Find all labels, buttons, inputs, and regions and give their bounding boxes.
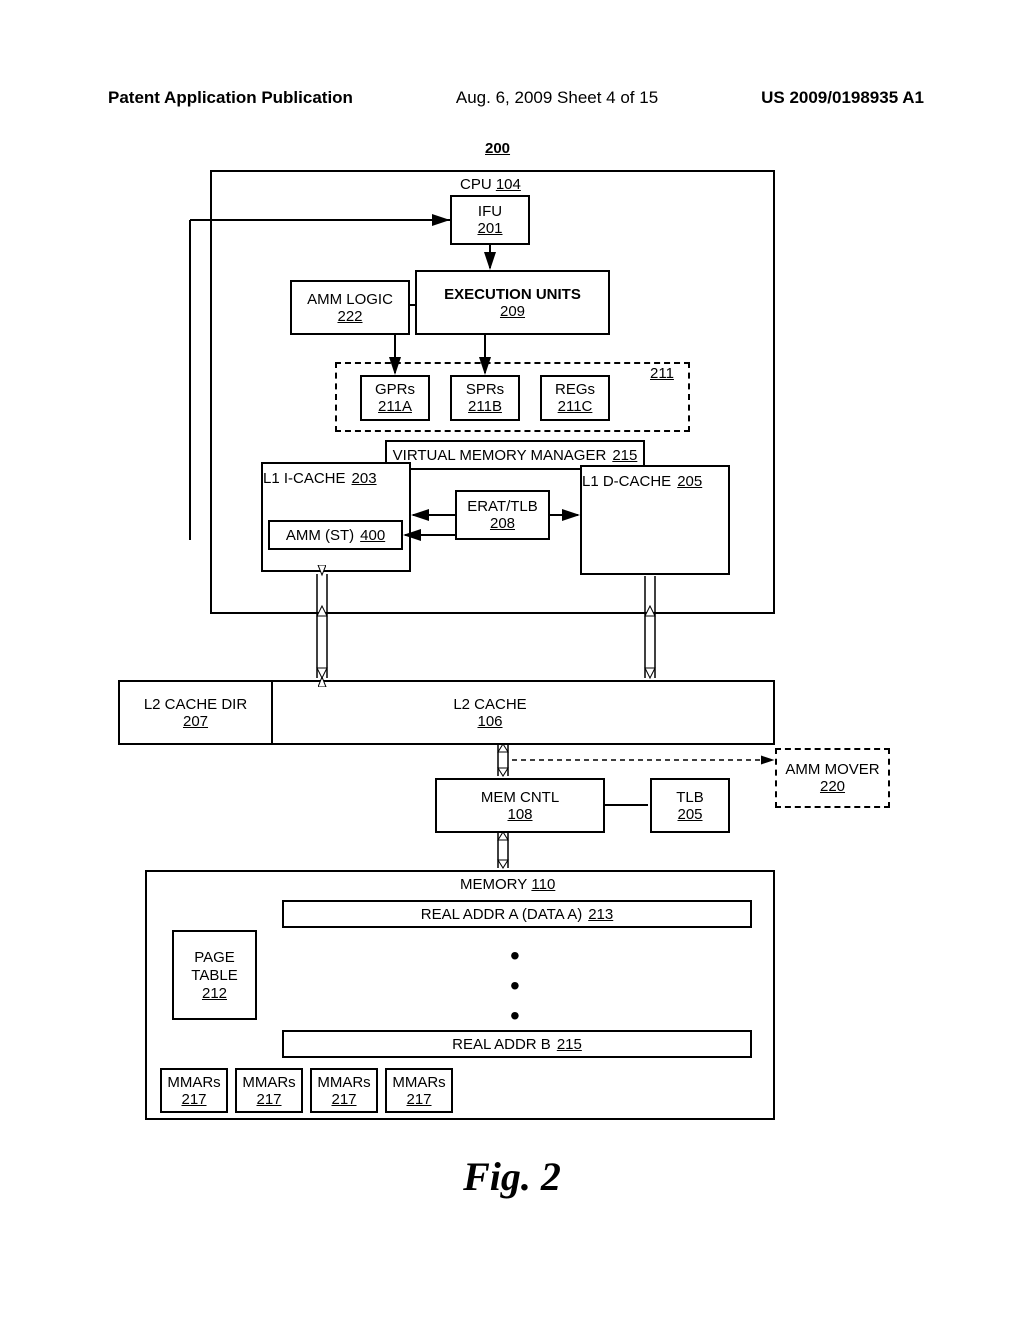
real-a-box: REAL ADDR A (DATA A) 213 (282, 900, 752, 928)
l2dir-box: L2 CACHE DIR 207 (118, 680, 273, 745)
l1i-box: L1 I-CACHE 203 (261, 462, 411, 572)
l1d-box: L1 D-CACHE 205 (580, 465, 730, 575)
mmar3-box: MMARs217 (310, 1068, 378, 1113)
gprs-box: GPRs 211A (360, 375, 430, 421)
mmar1-box: MMARs217 (160, 1068, 228, 1113)
regs-group-ref: 211 (650, 365, 674, 382)
sprs-box: SPRs 211B (450, 375, 520, 421)
real-b-box: REAL ADDR B 215 (282, 1030, 752, 1058)
fig-ref: 200 (485, 140, 510, 157)
tlb-box: TLB 205 (650, 778, 730, 833)
regs-box: REGs 211C (540, 375, 610, 421)
dots1: • (510, 940, 520, 972)
header-center: Aug. 6, 2009 Sheet 4 of 15 (456, 88, 658, 108)
header-left: Patent Application Publication (108, 88, 353, 108)
l2-box: L2 CACHE 106 (205, 680, 775, 745)
diagram: 200 CPU 104 IFU 201 AMM LOGIC 222 EXECUT… (80, 140, 900, 1160)
amm-mover-box: AMM MOVER 220 (775, 748, 890, 808)
mmar4-box: MMARs217 (385, 1068, 453, 1113)
cpu-label: CPU 104 (460, 176, 521, 193)
exec-units-box: EXECUTION UNITS 209 (415, 270, 610, 335)
dots3: • (510, 1000, 520, 1032)
mmar2-box: MMARs217 (235, 1068, 303, 1113)
memory-label: MEMORY 110 (460, 876, 555, 893)
memcntl-box: MEM CNTL 108 (435, 778, 605, 833)
page-table-box: PAGETABLE 212 (172, 930, 257, 1020)
erat-box: ERAT/TLB 208 (455, 490, 550, 540)
figure-label: Fig. 2 (0, 1153, 1024, 1200)
dots2: • (510, 970, 520, 1002)
page-header: Patent Application Publication Aug. 6, 2… (0, 88, 1024, 108)
amm-st-box: AMM (ST) 400 (268, 520, 403, 550)
ifu-box: IFU 201 (450, 195, 530, 245)
header-right: US 2009/0198935 A1 (761, 88, 924, 108)
amm-logic-box: AMM LOGIC 222 (290, 280, 410, 335)
